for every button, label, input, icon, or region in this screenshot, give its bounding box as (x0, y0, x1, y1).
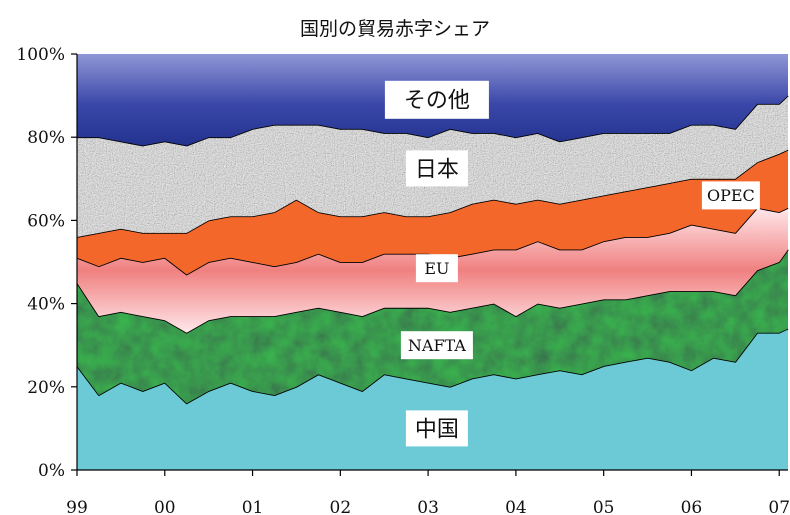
series-label-other: その他 (384, 80, 489, 119)
x-tick-label: 07 (768, 498, 790, 515)
x-tick-label: 02 (330, 498, 352, 515)
area-nafta-texture (77, 249, 788, 404)
series-label-text: 中国 (415, 417, 459, 442)
series-label-china: 中国 (405, 410, 468, 447)
series-label-text: NAFTA (408, 336, 466, 355)
series-label-box (405, 410, 468, 447)
series-label-japan: 日本 (405, 150, 468, 187)
x-tick-label: 06 (681, 498, 703, 515)
series-label-box (405, 150, 468, 187)
series-label-opec: OPEC (701, 181, 760, 210)
chart-title: 国別の貿易赤字シェア (299, 18, 490, 40)
y-tick-label: 80% (27, 128, 65, 148)
series-label-box (415, 254, 458, 283)
series-label-text: OPEC (707, 186, 755, 205)
x-tick-label: 99 (66, 498, 88, 515)
y-tick-label: 40% (27, 295, 65, 315)
x-tick-label: 04 (505, 498, 527, 515)
y-tick-label: 100% (16, 45, 65, 65)
series-label-box (400, 331, 473, 360)
x-tick-label: 01 (242, 498, 264, 515)
series-label-text: 日本 (415, 157, 459, 182)
y-tick-label: 60% (27, 211, 65, 231)
series-label-nafta: NAFTA (400, 331, 473, 360)
area-opec (77, 149, 788, 275)
x-tick-label: 03 (417, 498, 439, 515)
series-label-text: その他 (404, 89, 470, 114)
series-label-text: EU (424, 259, 449, 278)
x-tick-label: 05 (593, 498, 615, 515)
y-tick-label: 0% (38, 461, 65, 481)
area-china (77, 328, 788, 470)
series-label-box (701, 181, 760, 210)
x-tick-label: 00 (154, 498, 176, 515)
y-tick-label: 20% (27, 378, 65, 398)
series-label-box (384, 80, 489, 119)
series-label-eu: EU (415, 254, 458, 283)
